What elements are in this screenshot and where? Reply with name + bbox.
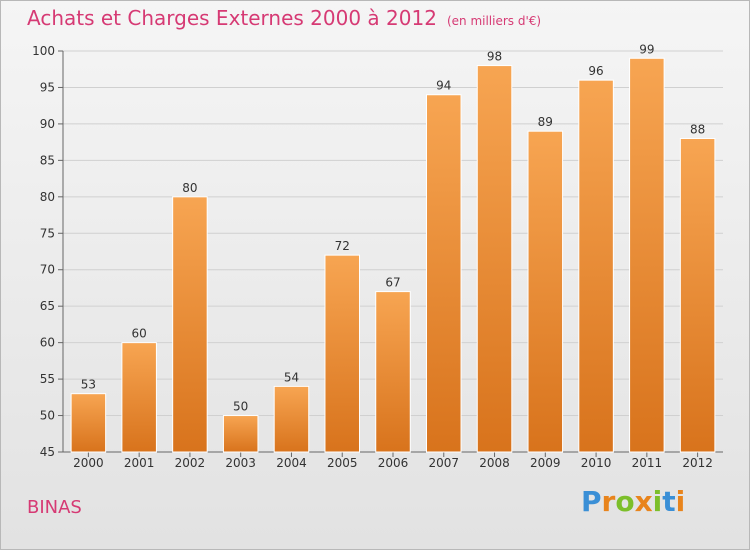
y-tick-label: 70 <box>40 263 55 277</box>
bar-2003 <box>222 415 259 453</box>
bar-2011 <box>629 57 665 453</box>
x-tick-label-2004: 2004 <box>276 456 307 470</box>
x-tick-label-2007: 2007 <box>428 456 459 470</box>
x-tick-label-2009: 2009 <box>530 456 561 470</box>
logo-letter: i <box>675 485 686 518</box>
chart-title-text: Achats et Charges Externes 2000 à 2012 <box>27 6 437 30</box>
value-label-2010: 96 <box>588 64 603 78</box>
logo-letter: P <box>581 485 602 518</box>
value-label-2004: 54 <box>284 370 299 384</box>
bar-2001 <box>121 342 157 453</box>
y-tick-label: 80 <box>40 190 55 204</box>
y-tick-label: 100 <box>32 44 55 58</box>
value-label-2002: 80 <box>182 181 197 195</box>
bar-2009 <box>527 130 564 453</box>
chart-title: Achats et Charges Externes 2000 à 2012 (e… <box>27 6 541 30</box>
logo-letter: i <box>652 485 663 518</box>
logo-letter: r <box>601 485 616 518</box>
bar-2010 <box>578 79 614 453</box>
y-tick-label: 65 <box>40 299 55 313</box>
y-tick-label: 50 <box>40 409 55 423</box>
y-tick-label: 85 <box>40 153 55 167</box>
y-tick-label: 95 <box>40 80 55 94</box>
value-label-2005: 72 <box>335 239 350 253</box>
chart-unit-note: (en milliers d'€) <box>446 14 542 28</box>
proxiti-logo[interactable]: Proxiti <box>581 485 685 518</box>
y-tick-label: 75 <box>40 226 55 240</box>
value-label-2008: 98 <box>487 50 502 64</box>
bar-2012 <box>679 137 716 453</box>
x-tick-label-2012: 2012 <box>682 456 713 470</box>
value-label-2009: 89 <box>538 115 553 129</box>
y-tick-label: 90 <box>40 117 55 131</box>
labels: 53 2000 60 2001 80 2002 50 2003 54 2004 72 2005 67 20… <box>73 42 713 470</box>
bar-2000 <box>70 393 107 453</box>
bar-2008 <box>476 65 513 453</box>
x-tick-label-2011: 2011 <box>632 456 663 470</box>
y-tick-label: 60 <box>40 336 55 350</box>
value-label-2000: 53 <box>81 378 96 392</box>
bar-2004 <box>273 385 310 453</box>
logo-letter: t <box>662 485 676 518</box>
value-label-2003: 50 <box>233 400 248 414</box>
logo-letter: o <box>615 485 635 518</box>
x-tick-label-2000: 2000 <box>73 456 104 470</box>
bar-2007 <box>426 94 462 453</box>
x-tick-label-2006: 2006 <box>378 456 409 470</box>
value-label-2012: 88 <box>690 122 705 136</box>
x-tick-label-2001: 2001 <box>124 456 155 470</box>
bars <box>70 57 716 453</box>
y-tick-label: 45 <box>40 445 55 459</box>
bar-2006 <box>375 291 411 453</box>
x-tick-label-2005: 2005 <box>327 456 358 470</box>
y-tick-label: 55 <box>40 372 55 386</box>
logo-letter: x <box>634 485 653 518</box>
x-tick-label-2002: 2002 <box>175 456 206 470</box>
value-label-2011: 99 <box>639 42 654 56</box>
commune-name: BINAS <box>27 497 82 518</box>
bar-2005 <box>324 254 360 453</box>
x-tick-label-2003: 2003 <box>225 456 256 470</box>
x-tick-label-2008: 2008 <box>479 456 510 470</box>
value-label-2006: 67 <box>385 276 400 290</box>
value-label-2001: 60 <box>132 327 147 341</box>
x-tick-label-2010: 2010 <box>581 456 612 470</box>
bar-2002 <box>172 196 208 453</box>
value-label-2007: 94 <box>436 79 451 93</box>
